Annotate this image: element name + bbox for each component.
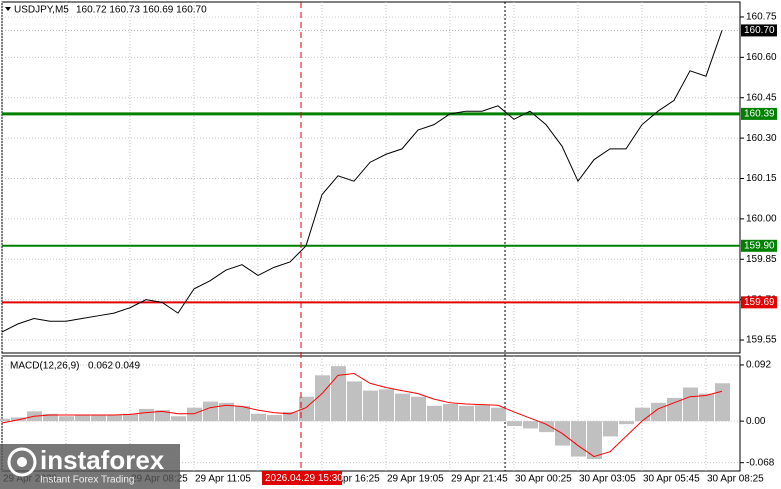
macd-bar bbox=[59, 416, 74, 422]
level-tag bbox=[741, 296, 777, 309]
macd-bar bbox=[283, 411, 298, 422]
watermark-brand: instaforex bbox=[40, 445, 165, 475]
macd-bar bbox=[235, 405, 250, 422]
macd-bar bbox=[267, 415, 282, 422]
macd-bar bbox=[251, 413, 266, 422]
macd-bar bbox=[0, 418, 10, 422]
y-tick-label: 159.85 bbox=[746, 254, 777, 265]
level-tag bbox=[741, 107, 777, 120]
x-tick-label: 30 Apr 03:05 bbox=[579, 474, 636, 485]
macd-bar bbox=[139, 408, 154, 422]
level-tag bbox=[741, 239, 777, 252]
y-tick-label: 160.00 bbox=[746, 214, 777, 225]
watermark: instaforex Instant Forex Trading bbox=[0, 444, 180, 489]
price-line bbox=[1, 30, 723, 333]
y-tick-label: 160.75 bbox=[746, 12, 777, 23]
macd-bar bbox=[667, 397, 682, 422]
macd-bar bbox=[315, 375, 330, 422]
x-tick-label: 29 Apr 21:45 bbox=[451, 474, 508, 485]
macd-bar bbox=[491, 407, 506, 422]
x-tick-label: 30 Apr 05:45 bbox=[643, 474, 700, 485]
macd-bar bbox=[155, 410, 170, 422]
macd-bar bbox=[379, 389, 394, 422]
macd-bar bbox=[123, 413, 138, 422]
macd-bar bbox=[91, 415, 106, 422]
watermark-logo bbox=[7, 447, 37, 477]
macd-bar bbox=[507, 421, 522, 427]
level-label: 159.90 bbox=[744, 240, 775, 251]
macd-bar bbox=[331, 366, 346, 422]
macd-bar bbox=[699, 393, 714, 422]
macd-bar bbox=[683, 387, 698, 422]
macd-bar bbox=[571, 421, 586, 457]
macd-bar bbox=[619, 421, 634, 425]
quote: 160.72 160.73 160.69 160.70 bbox=[76, 5, 207, 16]
watermark-logo-dot bbox=[17, 457, 27, 467]
macd-bar bbox=[635, 407, 650, 422]
macd-bar bbox=[299, 396, 314, 422]
y-tick-label: 159.55 bbox=[746, 335, 777, 346]
macd-value: 0.062 bbox=[88, 361, 113, 372]
signal-line bbox=[1, 372, 723, 458]
cursor-tag bbox=[262, 471, 342, 485]
level-label: 159.69 bbox=[744, 297, 775, 308]
macd-bar bbox=[395, 393, 410, 422]
macd-bar bbox=[587, 421, 602, 460]
y-tick-label: 160.45 bbox=[746, 92, 777, 103]
macd-bar bbox=[75, 415, 90, 422]
macd-bar bbox=[523, 421, 538, 429]
macd-bar bbox=[411, 396, 426, 422]
signal-value: 0.049 bbox=[115, 361, 140, 372]
y-tick-label: 160.60 bbox=[746, 52, 777, 63]
y-tick-label: -0.068 bbox=[746, 457, 775, 468]
macd-bar bbox=[107, 415, 122, 422]
macd-bar bbox=[203, 401, 218, 422]
macd-bar bbox=[475, 405, 490, 422]
cursor-label: 2026.04.29 15:30 bbox=[265, 473, 343, 484]
macd-bar bbox=[443, 404, 458, 422]
x-tick-label: 29 Apr 16:25 bbox=[323, 474, 380, 485]
macd-bar bbox=[187, 407, 202, 422]
menu-arrow[interactable] bbox=[5, 7, 11, 11]
y-tick-label: 0.092 bbox=[746, 360, 771, 371]
macd-bar bbox=[171, 416, 186, 422]
macd-bar bbox=[427, 405, 442, 422]
macd-title: MACD(12,26,9) bbox=[10, 361, 79, 372]
macd-bar bbox=[43, 413, 58, 422]
symbol-title: USDJPY,M5 bbox=[14, 5, 69, 16]
current-price-label: 160.70 bbox=[744, 25, 775, 36]
macd-bar bbox=[459, 405, 474, 422]
macd-bar bbox=[219, 402, 234, 422]
price-panel bbox=[1, 1, 741, 354]
watermark-tagline: Instant Forex Trading bbox=[40, 475, 135, 486]
x-tick-label: 30 Apr 00:25 bbox=[515, 474, 572, 485]
x-tick-label: 30 Apr 08:25 bbox=[707, 474, 764, 485]
y-tick-label: 0.00 bbox=[746, 416, 766, 427]
level-label: 160.39 bbox=[744, 109, 775, 120]
current-price-tag bbox=[741, 24, 777, 37]
macd-bar bbox=[603, 421, 618, 437]
macd-bar bbox=[363, 390, 378, 422]
y-tick-label: 160.30 bbox=[746, 133, 777, 144]
x-tick-label: 29 Apr 19:05 bbox=[387, 474, 444, 485]
macd-bar bbox=[715, 383, 730, 422]
macd-bar bbox=[539, 421, 554, 433]
macd-bar bbox=[347, 381, 362, 422]
y-tick-label: 160.15 bbox=[746, 173, 777, 184]
x-tick-label: 29 Apr 11:05 bbox=[195, 474, 251, 485]
